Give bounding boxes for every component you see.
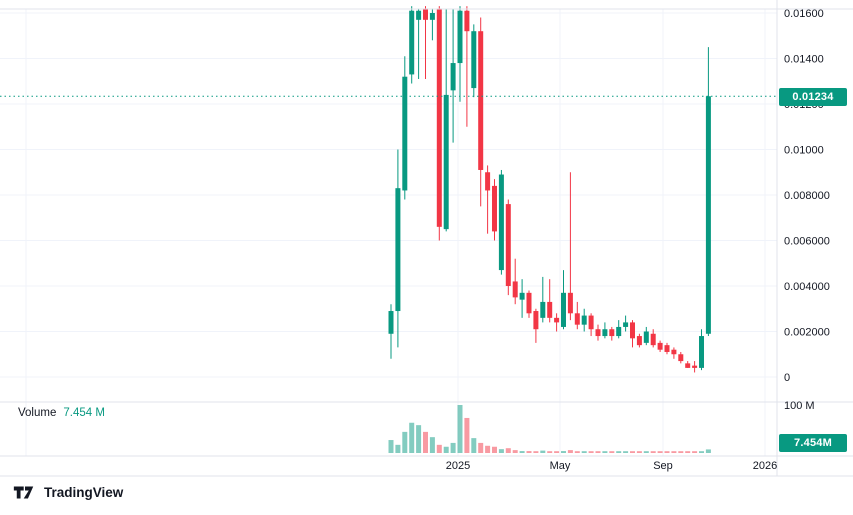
tradingview-logo-icon <box>13 485 37 500</box>
volume-bars <box>388 405 711 453</box>
svg-text:Sep: Sep <box>653 460 673 472</box>
svg-text:May: May <box>550 460 571 472</box>
time-axis[interactable]: 2025 May Sep 2026 <box>446 460 777 472</box>
volume-axis[interactable]: 100 M <box>784 400 815 412</box>
volume-legend-label: Volume <box>18 407 57 419</box>
svg-text:0.002000: 0.002000 <box>784 327 830 339</box>
svg-text:0.008000: 0.008000 <box>784 190 830 202</box>
candles <box>388 6 711 373</box>
svg-text:0: 0 <box>784 372 790 384</box>
svg-text:0.01000: 0.01000 <box>784 145 824 157</box>
gridlines <box>0 9 777 456</box>
svg-text:2026: 2026 <box>753 460 777 472</box>
svg-text:0.01600: 0.01600 <box>784 8 824 20</box>
tradingview-watermark-label: TradingView <box>44 485 124 500</box>
last-price-badge: 0.01234 <box>779 88 847 106</box>
svg-text:100 M: 100 M <box>784 400 815 412</box>
volume-legend-value: 7.454 M <box>63 407 105 419</box>
svg-text:0.01400: 0.01400 <box>784 54 824 66</box>
svg-text:2025: 2025 <box>446 460 470 472</box>
last-volume-badge: 7.454M <box>779 434 847 452</box>
pane-borders <box>0 0 853 477</box>
svg-text:0.004000: 0.004000 <box>784 281 830 293</box>
price-axis[interactable]: 0.016000.014000.012000.010000.0080000.00… <box>784 8 830 384</box>
volume-legend[interactable]: Volume 7.454 M <box>18 407 105 419</box>
svg-text:0.006000: 0.006000 <box>784 236 830 248</box>
tradingview-watermark[interactable]: TradingView <box>13 485 123 500</box>
